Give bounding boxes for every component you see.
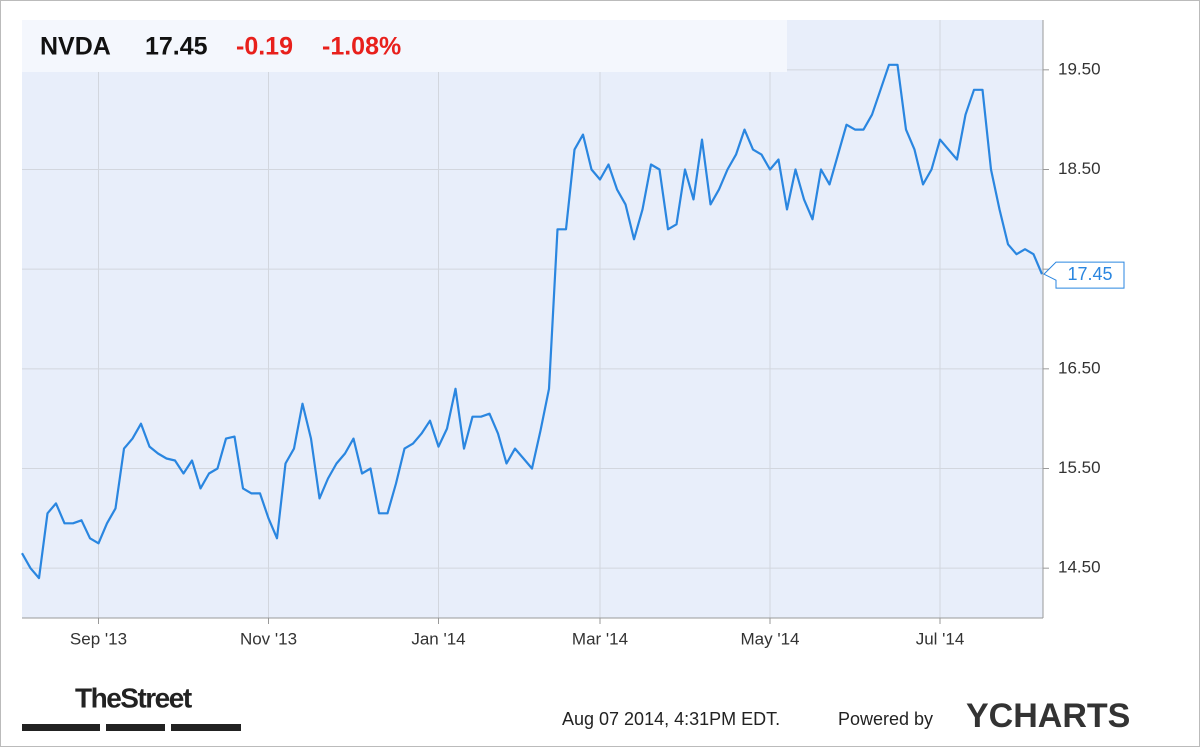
y-tick-label: 15.50 [1058,458,1101,477]
y-tick-label: 18.50 [1058,159,1101,178]
logo-bar [106,724,165,731]
last-price: 17.45 [145,33,208,61]
x-tick-label: Sep '13 [70,629,127,648]
x-tick-label: Nov '13 [240,629,297,648]
last-price-label: 17.45 [1067,264,1112,284]
x-tick-label: Jan '14 [411,629,465,648]
price-line [21,63,1044,580]
plot-area [22,20,1043,618]
timestamp: Aug 07 2014, 4:31PM EDT. [562,709,780,729]
header-strip [22,20,787,72]
y-tick-label: 16.50 [1058,358,1101,377]
x-tick-label: Jul '14 [916,629,965,648]
x-tick-label: May '14 [741,629,800,648]
logo-bar [22,724,100,731]
last-price-callout [1043,261,1125,289]
brand-logo: YCHARTS [966,697,1130,735]
y-tick-label: 14.50 [1058,558,1101,577]
logo-bar [171,724,241,731]
y-tick-label: 19.50 [1058,59,1101,78]
change: -0.19 [236,33,293,61]
symbol: NVDA [40,33,111,61]
powered-by: Powered by [838,709,933,729]
marks [21,63,1044,580]
x-tick-label: Mar '14 [572,629,628,648]
source-logo: TheStreet [75,682,192,713]
grid [22,20,1043,618]
change-pct: -1.08% [322,33,401,61]
